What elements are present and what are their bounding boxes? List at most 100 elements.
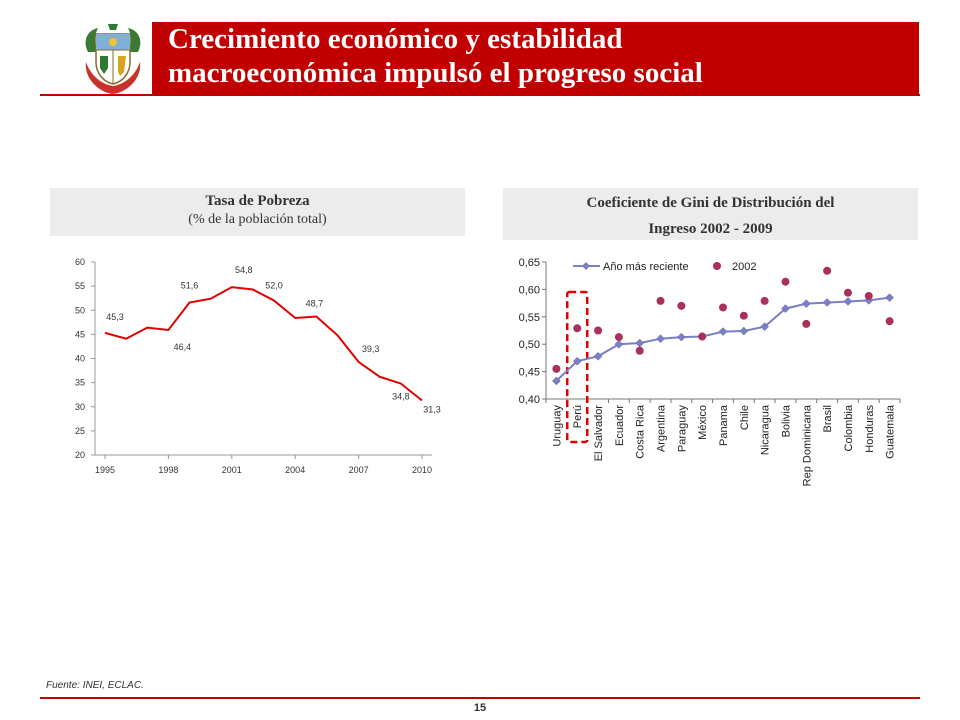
gini-2002-point: [885, 317, 894, 326]
coat-of-arms-icon: [85, 24, 141, 94]
poverty-y-tick-label: 35: [75, 378, 85, 388]
gini-category-label: Argentina: [656, 404, 668, 452]
gini-recent-point: [593, 351, 603, 361]
gini-y-tick-label: 0,50: [519, 339, 540, 351]
poverty-x-tick-label: 2001: [222, 465, 242, 475]
gini-2002-point: [656, 296, 665, 305]
poverty-x-tick-label: 2010: [412, 465, 432, 475]
gini-2002-point: [781, 277, 790, 286]
poverty-x-tick-label: 1995: [95, 465, 115, 475]
gini-2002-point: [843, 288, 852, 297]
gini-recent-point: [635, 338, 645, 348]
gini-category-label: Ecuador: [614, 405, 626, 446]
gini-chart-title: Coeficiente de Gini de Distribución del: [586, 195, 835, 211]
gini-category-label: Panama: [718, 404, 730, 446]
gini-recent-point: [843, 297, 853, 306]
footer-divider: [40, 697, 920, 699]
gini-2002-point: [635, 346, 644, 355]
poverty-y-tick-label: 40: [75, 354, 85, 364]
gini-chart-title-line-2: Ingreso 2002 - 2009: [648, 221, 773, 237]
gini-legend-recent-label: Año más reciente: [603, 261, 689, 273]
poverty-data-label: 34,8: [392, 392, 410, 402]
gini-2002-point: [698, 332, 707, 341]
poverty-y-tick-label: 50: [75, 305, 85, 315]
poverty-y-tick-label: 55: [75, 281, 85, 291]
header-bar: [152, 22, 919, 94]
gini-category-label: Costa Rica: [635, 404, 647, 459]
gini-recent-point: [718, 327, 728, 336]
gini-2002-point: [594, 326, 603, 335]
poverty-data-label: 48,7: [306, 299, 324, 309]
gini-category-label: Nicaragua: [760, 404, 772, 455]
gini-recent-point: [739, 326, 749, 336]
gini-legend-2002-label: 2002: [732, 261, 756, 273]
gini-category-label: El Salvador: [593, 405, 605, 462]
gini-2002-point: [719, 303, 727, 312]
page-title: Crecimiento económico y estabilidad macr…: [168, 22, 908, 90]
gini-2002-point: [802, 319, 811, 328]
gini-category-label: Bolivia: [780, 404, 792, 437]
gini-recent-point: [822, 298, 832, 307]
gini-category-label: México: [697, 405, 709, 440]
gini-2002-point: [614, 333, 623, 342]
gini-2002-point: [552, 364, 561, 373]
peru-highlight-box: [565, 290, 589, 444]
gini-recent-point: [781, 304, 790, 313]
poverty-data-label: 46,4: [174, 342, 192, 352]
gini-category-label: Perú: [572, 405, 584, 428]
header-divider: [40, 94, 920, 96]
gini-2002-point: [823, 266, 832, 275]
poverty-data-label: 54,8: [235, 265, 253, 275]
poverty-y-tick-label: 25: [75, 426, 85, 436]
gini-2002-point: [573, 324, 582, 333]
gini-recent-point: [614, 339, 624, 349]
gini-category-label: Uruguay: [551, 405, 563, 447]
gini-2002-point: [864, 291, 873, 300]
poverty-chart-title: Tasa de Pobreza: [205, 193, 310, 209]
poverty-series-line: [104, 286, 423, 402]
poverty-x-tick-label: 2007: [349, 465, 369, 475]
gini-legend-diamond-swatch: [582, 262, 590, 270]
poverty-data-label: 52,0: [265, 281, 283, 291]
gini-y-tick-label: 0,55: [519, 312, 540, 324]
poverty-data-label: 51,6: [181, 281, 199, 291]
gini-recent-point: [656, 334, 665, 344]
poverty-chart-title-box: Tasa de Pobreza (% de la población total…: [50, 188, 465, 236]
gini-category-label: Colombia: [843, 404, 855, 451]
gini-recent-point: [676, 332, 686, 342]
gini-y-tick-label: 0,65: [519, 257, 540, 269]
gini-y-tick-label: 0,40: [519, 394, 540, 406]
gini-category-label: Honduras: [864, 405, 876, 453]
poverty-data-label: 39,3: [362, 344, 380, 354]
source-note: Fuente: INEI, ECLAC.: [46, 680, 144, 691]
poverty-y-tick-label: 20: [75, 450, 85, 460]
gini-category-label: Paraguay: [676, 405, 688, 453]
page-title-line-1: Crecimiento económico y estabilidad: [168, 23, 623, 55]
gini-chart-title-box: Coeficiente de Gini de Distribución del …: [503, 188, 918, 240]
poverty-y-tick-label: 30: [75, 402, 85, 412]
gini-category-label: Guatemala: [885, 404, 897, 459]
gini-recent-point: [885, 293, 894, 302]
gini-legend-dot-swatch: [713, 262, 721, 270]
gini-recent-point: [552, 376, 561, 386]
page-number: 15: [473, 702, 487, 714]
poverty-data-label: 31,3: [423, 404, 441, 414]
gini-category-label: Rep Dominicana: [801, 404, 813, 486]
gini-2002-point: [677, 301, 686, 310]
gini-category-label: Chile: [739, 405, 751, 430]
page-title-line-2: macroeconómica impulsó el progreso socia…: [168, 57, 703, 89]
gini-category-label: Brasil: [822, 405, 834, 433]
poverty-y-tick-label: 60: [75, 257, 85, 267]
poverty-x-tick-label: 2004: [285, 465, 305, 475]
gini-2002-point: [760, 296, 769, 305]
gini-recent-point: [801, 299, 811, 309]
gini-recent-point: [572, 356, 582, 366]
gini-2002-point: [739, 311, 748, 320]
gini-y-tick-label: 0,45: [519, 367, 540, 379]
poverty-x-tick-label: 1998: [158, 465, 178, 475]
gini-recent-point: [760, 322, 770, 332]
poverty-data-label: 45,3: [106, 312, 124, 322]
gini-y-tick-label: 0,60: [519, 284, 540, 296]
poverty-y-tick-label: 45: [75, 329, 85, 339]
